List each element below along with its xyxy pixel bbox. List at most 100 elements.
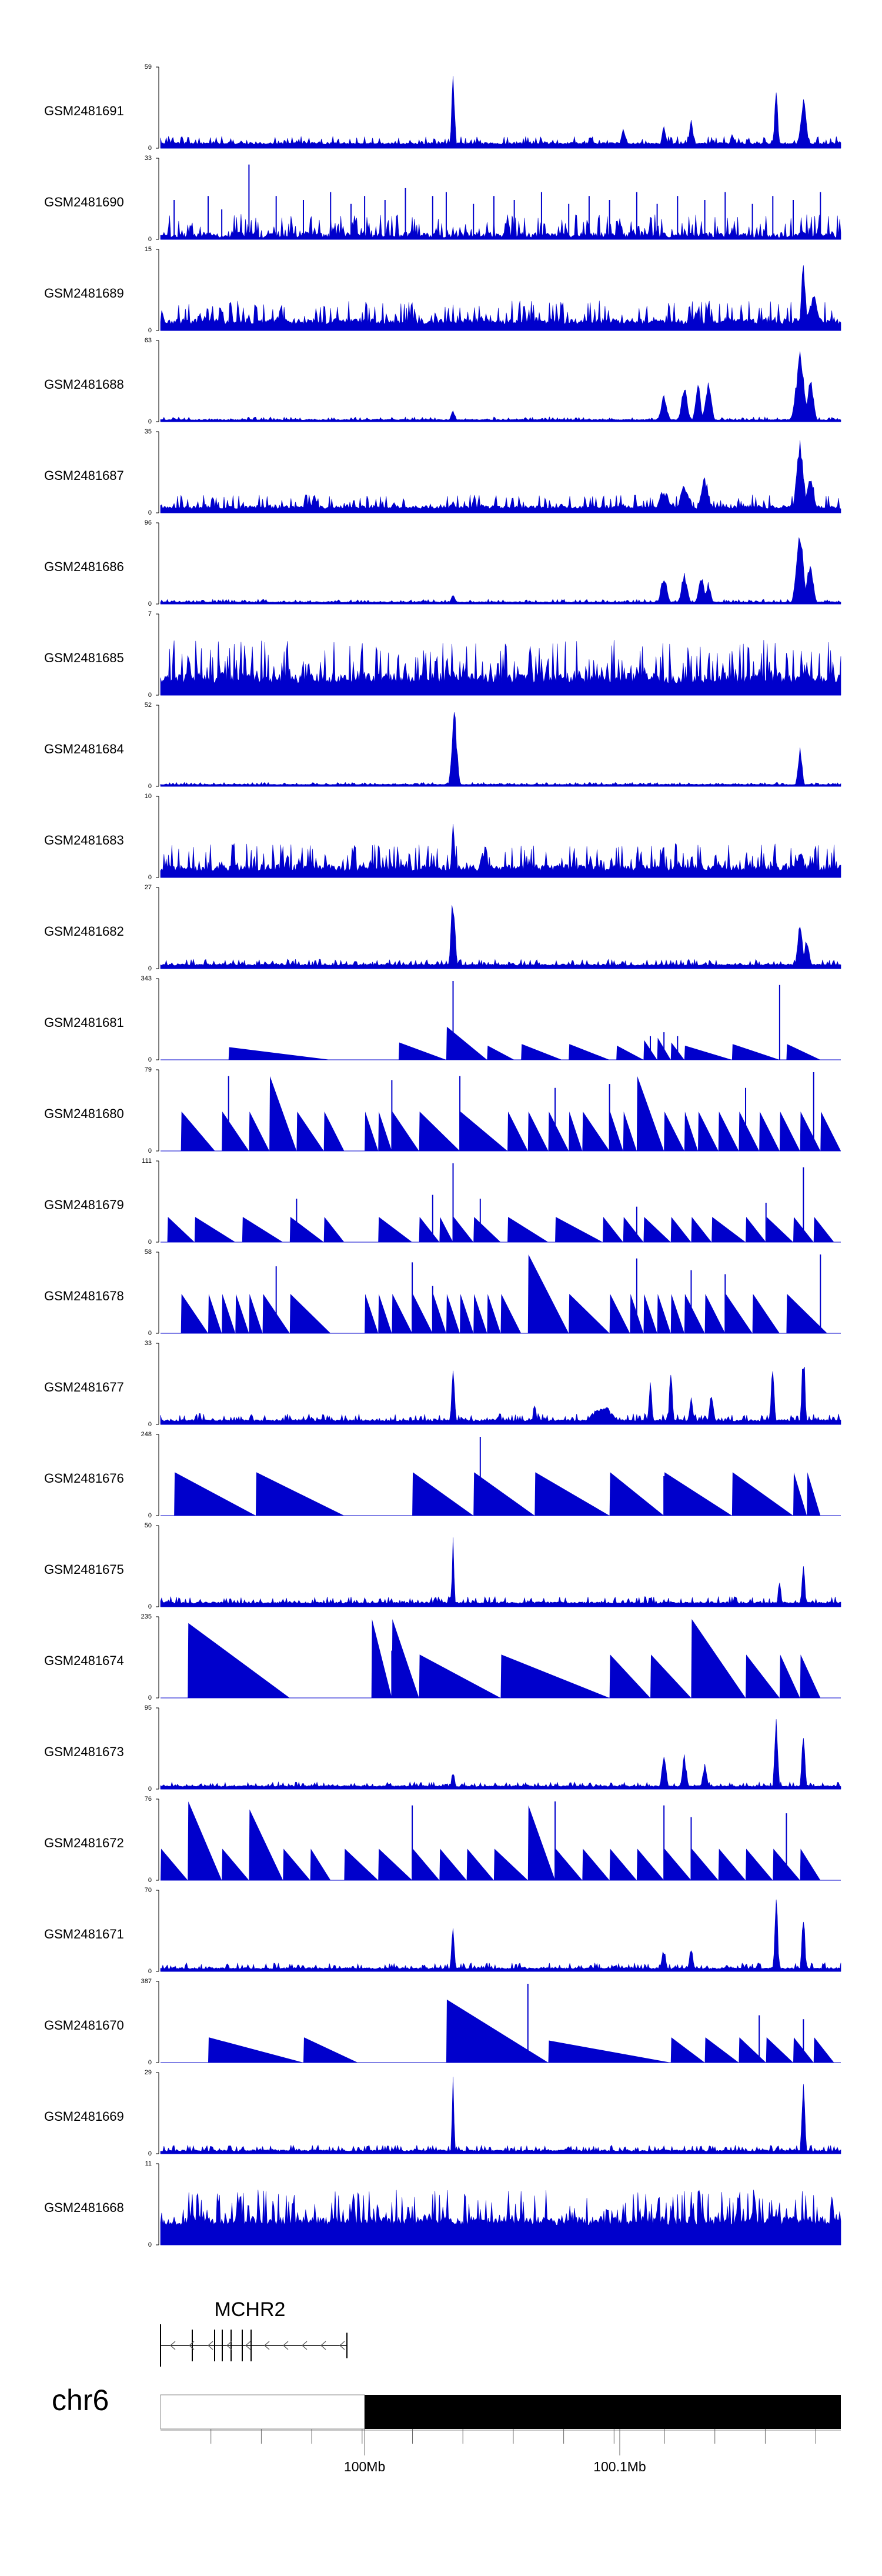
- signal-block: [500, 1654, 610, 1698]
- y-min-label: 0: [148, 236, 152, 243]
- y-min-label: 0: [148, 1147, 152, 1154]
- signal-area: [160, 1366, 841, 1425]
- track-label: GSM2481670: [44, 2018, 124, 2033]
- track-GSM2481687: GSM2481687 35 0: [44, 428, 841, 516]
- signal-block: [283, 1848, 310, 1880]
- signal-block: [704, 2037, 739, 2063]
- signal-block: [208, 1294, 222, 1333]
- signal-block: [249, 1809, 283, 1880]
- signal-block: [609, 1654, 651, 1698]
- signal-block: [378, 1848, 413, 1880]
- signal-block: [711, 1217, 746, 1242]
- signal-block: [582, 1848, 610, 1880]
- track-label: GSM2481669: [44, 2109, 124, 2124]
- signal-block: [222, 1294, 236, 1333]
- y-max-label: 11: [145, 2160, 152, 2167]
- track-label: GSM2481678: [44, 1289, 124, 1303]
- signal-block: [786, 1294, 827, 1333]
- signal-block: [670, 2037, 705, 2063]
- track-GSM2481691: GSM2481691 59 0: [44, 64, 841, 152]
- signal-block: [378, 1217, 413, 1242]
- y-min-label: 0: [148, 1877, 152, 1884]
- y-min-label: 0: [148, 1694, 152, 1701]
- y-min-label: 0: [148, 1056, 152, 1063]
- signal-block: [609, 1472, 664, 1516]
- track-label: GSM2481688: [44, 377, 124, 392]
- y-min-label: 0: [148, 1968, 152, 1975]
- signal-area: [160, 214, 841, 240]
- signal-block: [194, 1217, 236, 1242]
- track-label: GSM2481680: [44, 1106, 124, 1121]
- signal-block: [371, 1619, 392, 1698]
- track-label: GSM2481689: [44, 286, 124, 301]
- y-max-label: 59: [145, 64, 152, 71]
- track-label: GSM2481675: [44, 1562, 124, 1577]
- y-max-label: 33: [145, 1340, 152, 1347]
- signal-area: [160, 537, 841, 605]
- signal-block: [534, 1472, 610, 1516]
- signal-block: [691, 1217, 712, 1242]
- track-label: GSM2481685: [44, 650, 124, 665]
- signal-block: [793, 1472, 807, 1516]
- track-GSM2481675: GSM2481675 50 0: [44, 1522, 841, 1610]
- track-label: GSM2481668: [44, 2200, 124, 2215]
- signal-block: [609, 1112, 623, 1151]
- strand-arrow: [320, 2341, 326, 2350]
- track-GSM2481686: GSM2481686 96 0: [44, 519, 841, 608]
- signal-block: [289, 1217, 324, 1242]
- signal-block: [188, 1801, 222, 1880]
- signal-area: [160, 440, 841, 513]
- y-max-label: 343: [141, 975, 152, 982]
- signal-block: [419, 1112, 460, 1151]
- signal-block: [670, 1294, 684, 1333]
- signal-block: [446, 1026, 487, 1060]
- signal-block: [466, 1848, 494, 1880]
- strand-arrow: [339, 2341, 345, 2350]
- signal-block: [249, 1112, 270, 1151]
- track-label: GSM2481673: [44, 1744, 124, 1759]
- y-max-label: 79: [145, 1066, 152, 1073]
- y-min-label: 0: [148, 1512, 152, 1519]
- track-label: GSM2481686: [44, 559, 124, 574]
- signal-block: [493, 1848, 528, 1880]
- signal-block: [412, 1848, 440, 1880]
- signal-block: [249, 1294, 263, 1333]
- signal-block: [255, 1472, 345, 1516]
- signal-block: [507, 1112, 528, 1151]
- strand-arrow: [283, 2341, 289, 2350]
- signal-block: [555, 1217, 603, 1242]
- signal-block: [731, 1472, 794, 1516]
- track-label: GSM2481681: [44, 1015, 124, 1030]
- signal-block: [323, 1217, 345, 1242]
- signal-block: [650, 1654, 691, 1698]
- signal-block: [419, 1217, 440, 1242]
- signal-block: [800, 1112, 821, 1151]
- signal-block: [527, 1254, 569, 1333]
- y-max-label: 111: [142, 1157, 152, 1164]
- signal-block: [222, 1112, 249, 1151]
- signal-block: [807, 1472, 821, 1516]
- signal-block: [296, 1112, 324, 1151]
- track-GSM2481672: GSM2481672 76 0: [44, 1796, 841, 1884]
- signal-block: [698, 1112, 719, 1151]
- signal-block: [548, 1112, 569, 1151]
- track-label: GSM2481679: [44, 1197, 124, 1212]
- track-GSM2481680: GSM2481680 79 0: [44, 1066, 841, 1154]
- signal-area: [160, 1537, 841, 1607]
- track-GSM2481685: GSM2481685 7 0: [44, 610, 841, 699]
- track-GSM2481676: GSM2481676 248 0: [44, 1431, 841, 1519]
- strand-arrow: [208, 2341, 213, 2350]
- chromosome-dark-band: [365, 2395, 841, 2429]
- track-GSM2481681: GSM2481681 343 0: [44, 975, 841, 1063]
- signal-block: [453, 1217, 474, 1242]
- track-GSM2481684: GSM2481684 52 0: [44, 702, 841, 790]
- signal-block: [704, 1294, 726, 1333]
- y-min-label: 0: [148, 327, 152, 334]
- scale-label: 100.1Mb: [593, 2459, 646, 2474]
- signal-block: [636, 1848, 664, 1880]
- signal-area: [160, 2077, 841, 2154]
- signal-block: [507, 1217, 549, 1242]
- signal-block: [725, 1294, 753, 1333]
- y-min-label: 0: [148, 783, 152, 790]
- strand-arrow: [189, 2341, 195, 2350]
